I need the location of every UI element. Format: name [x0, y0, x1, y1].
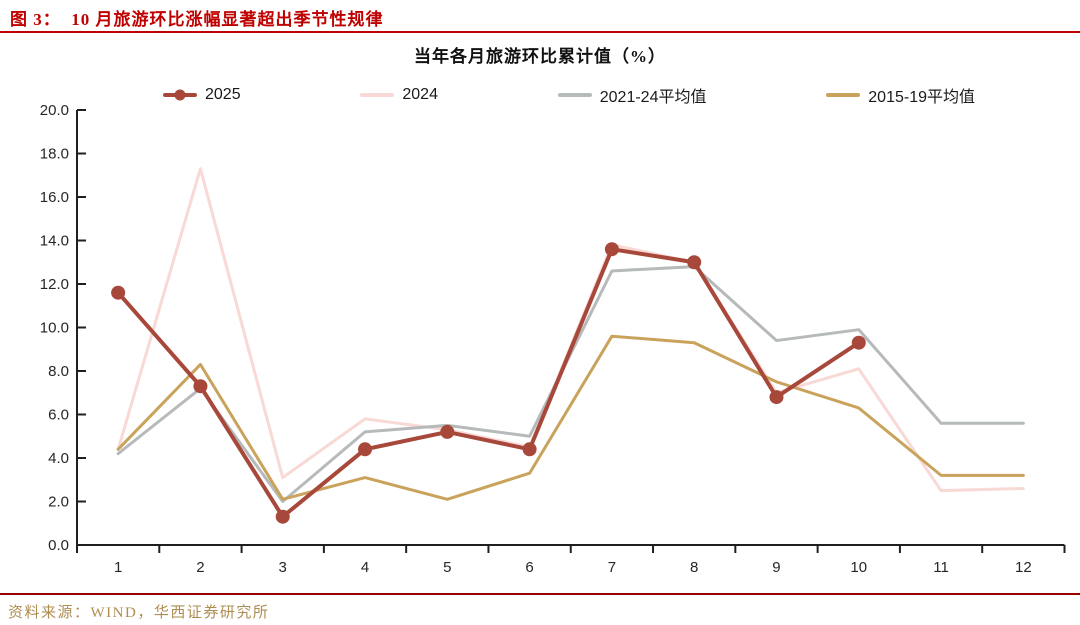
y-tick-label: 18.0: [40, 146, 69, 163]
data-point-marker: [111, 285, 126, 300]
legend-item-2021-24平均值: 2021-24平均值: [557, 83, 707, 107]
legend-line-swatch: [360, 93, 395, 97]
y-tick-label: 16.0: [40, 189, 69, 206]
y-tick-label: 0.0: [48, 537, 69, 554]
series-2024: [116, 167, 1025, 493]
y-tick-label: 10.0: [40, 320, 69, 337]
legend-label: 2015-19平均值: [868, 89, 975, 106]
series-2025: [111, 242, 866, 524]
legend-line-swatch: [163, 89, 197, 101]
data-point-marker: [193, 379, 208, 394]
x-tick-label: 4: [361, 559, 369, 576]
series-2021-24平均值: [116, 265, 1025, 503]
data-point-marker: [275, 509, 290, 524]
y-tick-label: 4.0: [48, 450, 69, 467]
x-tick-label: 11: [933, 559, 949, 576]
y-tick-label: 8.0: [48, 363, 69, 380]
data-point-marker: [440, 424, 455, 439]
x-tick-label: 10: [850, 559, 867, 576]
series-line: [116, 265, 1025, 503]
x-tick-label: 1: [114, 559, 122, 576]
data-point-marker: [687, 255, 702, 270]
y-tick-label: 20.0: [40, 102, 69, 119]
series-line: [116, 247, 861, 519]
chart-legend: 2025 2024 2021-24平均值 2015-19平均值: [163, 84, 975, 106]
figure-caption: 图 3： 10 月旅游环比涨幅显著超出季节性规律: [10, 10, 384, 29]
x-tick-label: 8: [690, 559, 698, 576]
x-tick-label: 3: [279, 559, 287, 576]
y-tick-label: 2.0: [48, 494, 69, 511]
legend-label: 2021-24平均值: [599, 89, 707, 106]
footer-rule: [0, 593, 1080, 595]
data-point-marker: [358, 442, 373, 457]
legend-item-2015-19平均值: 2015-19平均值: [826, 83, 975, 107]
series-2015-19平均值: [116, 334, 1025, 501]
legend-line-swatch: [826, 93, 861, 97]
legend-marker-dot: [174, 89, 186, 101]
legend-label: 2024: [402, 86, 438, 103]
legend-item-2024: 2024: [360, 86, 438, 104]
data-point-marker: [604, 242, 619, 257]
y-tick-label: 14.0: [40, 233, 69, 250]
legend-item-2025: 2025: [163, 86, 241, 104]
legend-line-swatch: [557, 93, 592, 97]
x-tick-label: 7: [608, 559, 616, 576]
y-axis: 0.0 2.0 4.0 6.0 8.0 10.0 12.0 14.0 16.0 18.0 20.0: [40, 102, 86, 554]
axes: [76, 110, 1065, 546]
x-tick-label: 12: [1015, 559, 1032, 576]
x-tick-label: 2: [196, 559, 204, 576]
header-rule: [0, 31, 1080, 33]
x-tick-label: 9: [772, 559, 780, 576]
data-point-marker: [522, 442, 537, 457]
chart-title: 当年各月旅游环比累计值（%）: [414, 47, 666, 66]
legend-label: 2025: [205, 86, 241, 103]
y-tick-label: 12.0: [40, 276, 69, 293]
data-point-marker: [851, 335, 866, 350]
x-tick-label: 6: [525, 559, 533, 576]
data-point-marker: [769, 390, 784, 405]
series-line: [116, 334, 1025, 501]
source-note: 资料来源：WIND，华西证券研究所: [8, 605, 270, 621]
x-axis: 1 2 3 4 5 6 7 8 9 10 11 12: [76, 545, 1066, 576]
series-line: [116, 167, 1025, 493]
y-tick-label: 6.0: [48, 407, 69, 424]
x-tick-label: 5: [443, 559, 451, 576]
